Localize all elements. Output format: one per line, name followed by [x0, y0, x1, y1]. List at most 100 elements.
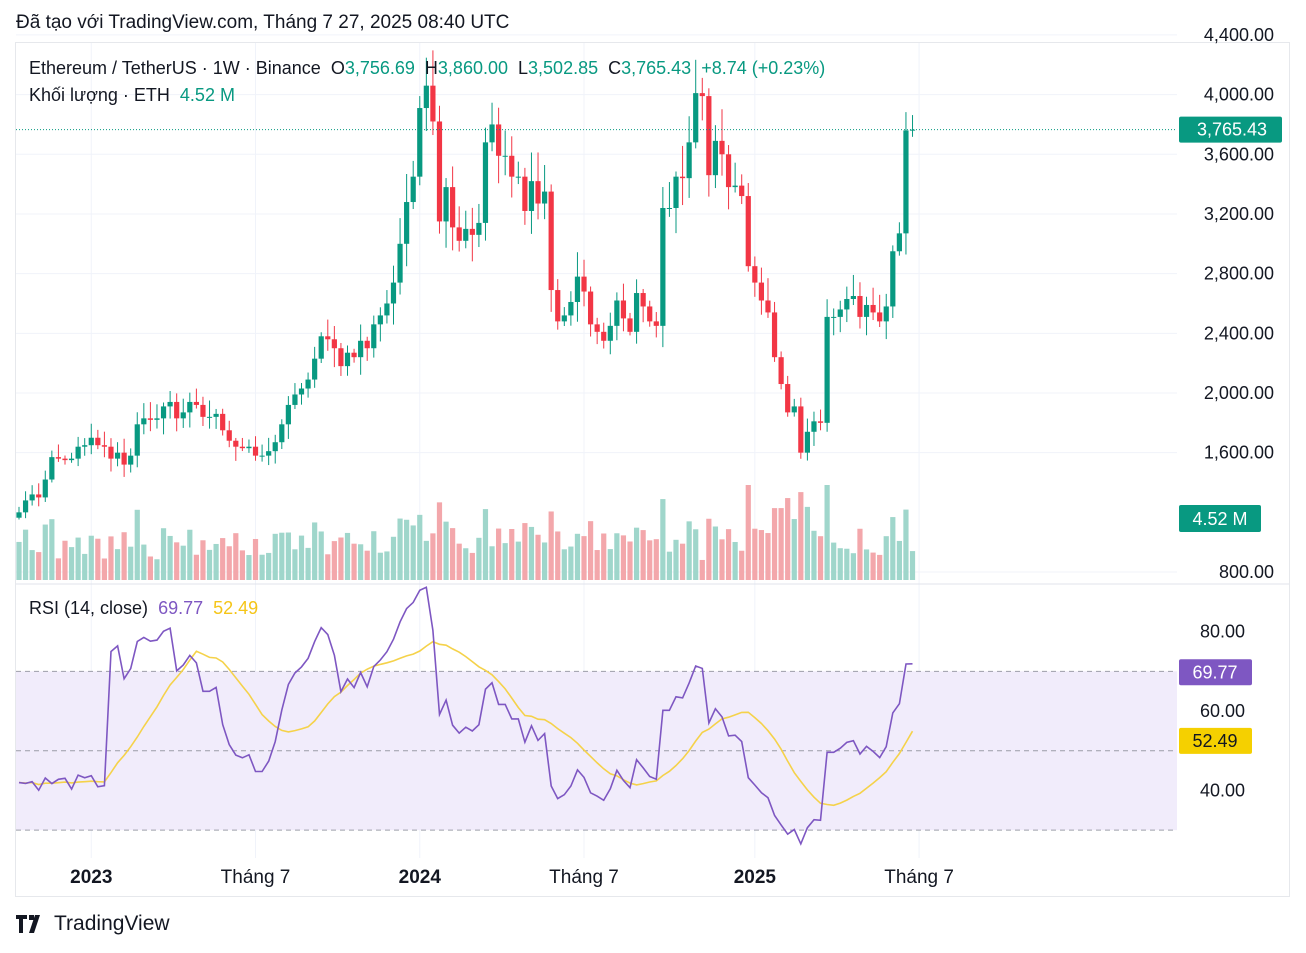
candle	[686, 116, 692, 198]
candle-body	[594, 324, 600, 332]
candle	[601, 322, 607, 349]
price-tick-label: 2,800.00	[1204, 264, 1274, 284]
candle	[581, 259, 587, 307]
candle-body	[666, 207, 673, 209]
candle-body	[587, 291, 594, 325]
candle	[699, 77, 705, 121]
volume-bar	[108, 536, 114, 580]
candle-body	[725, 154, 732, 188]
candle	[640, 288, 646, 323]
candle	[739, 174, 745, 205]
volume-bar	[193, 554, 199, 580]
volume-bar	[817, 536, 824, 580]
candle	[187, 392, 193, 428]
candle	[719, 109, 725, 176]
candle	[712, 125, 719, 189]
candle	[272, 434, 278, 464]
volume-bar	[752, 528, 758, 580]
volume-bar	[95, 538, 101, 580]
volume-bars	[16, 485, 916, 580]
volume-bar	[502, 543, 508, 580]
rsi-ma-badge-bg	[1179, 727, 1252, 754]
volume-bar	[542, 542, 548, 580]
candle-body	[752, 266, 758, 283]
candle	[226, 420, 232, 448]
volume-bar	[528, 526, 535, 580]
candle	[594, 317, 600, 345]
rsi-value-badge-bg	[1179, 659, 1252, 686]
volume-bar	[824, 485, 830, 580]
candle-body	[298, 388, 305, 395]
candle	[673, 171, 679, 234]
candle	[614, 292, 620, 341]
volume-bar	[206, 549, 213, 580]
volume-bar	[22, 529, 29, 580]
symbol-title: Ethereum / TetherUS · 1W · Binance	[29, 58, 321, 78]
candle-body	[220, 413, 226, 431]
candle-body	[187, 401, 193, 413]
volume-bar	[857, 528, 863, 580]
volume-bar	[870, 552, 876, 580]
candle	[351, 348, 357, 363]
volume-bar	[134, 509, 140, 580]
candle	[587, 286, 594, 337]
volume-bar	[666, 551, 673, 580]
candle-body	[765, 300, 771, 313]
candle	[75, 436, 81, 467]
candle	[62, 455, 68, 465]
rsi-legend: RSI (14, close) 69.77 52.49	[29, 598, 258, 619]
volume-value: 4.52 M	[179, 85, 235, 105]
candle	[515, 161, 521, 185]
candle-body	[266, 451, 272, 456]
candle-body	[404, 202, 410, 244]
candle-body	[16, 512, 22, 518]
volume-bar	[226, 546, 232, 580]
candle	[653, 312, 659, 338]
candle	[397, 218, 403, 295]
candle	[706, 88, 712, 197]
volume-bar	[758, 530, 765, 580]
volume-bar	[568, 546, 574, 580]
candle	[877, 294, 883, 327]
candle	[358, 324, 364, 375]
candle	[890, 245, 896, 318]
volume-bar	[266, 552, 272, 580]
candle-body	[384, 303, 390, 316]
candle-body	[114, 452, 121, 459]
close-label: C	[608, 58, 622, 78]
volume-bar	[561, 549, 567, 580]
time-tick-label: Tháng 7	[221, 867, 291, 888]
candle-body	[811, 421, 817, 432]
candle-body	[338, 348, 344, 367]
rsi-tick-label: 80.00	[1200, 622, 1245, 642]
volume-badge: 4.52 M	[1179, 505, 1261, 532]
volume-bar	[831, 542, 837, 580]
candle-body	[128, 455, 134, 465]
volume-bar	[791, 519, 797, 580]
volume-bar	[233, 533, 239, 580]
candle	[509, 136, 515, 198]
volume-bar	[587, 521, 594, 580]
candle-body	[870, 304, 876, 313]
volume-bar	[325, 554, 331, 580]
candle-body	[528, 181, 535, 211]
candle-body	[463, 228, 469, 241]
candle-body	[581, 276, 587, 292]
candle	[633, 279, 640, 344]
candle	[200, 396, 206, 427]
price-tick-label: 3,600.00	[1204, 144, 1274, 164]
candle	[246, 439, 252, 453]
candle-body	[193, 401, 199, 405]
low-label: L	[518, 58, 529, 78]
candle-body	[134, 424, 140, 456]
candle	[55, 444, 62, 462]
candle	[68, 452, 75, 463]
volume-bar	[633, 527, 640, 580]
volume-bar	[785, 498, 791, 580]
volume-bar	[725, 529, 732, 580]
candle-body	[791, 406, 797, 413]
candle-body	[903, 130, 909, 234]
candle	[647, 300, 653, 327]
tradingview-logo[interactable]: TradingView	[16, 912, 170, 936]
